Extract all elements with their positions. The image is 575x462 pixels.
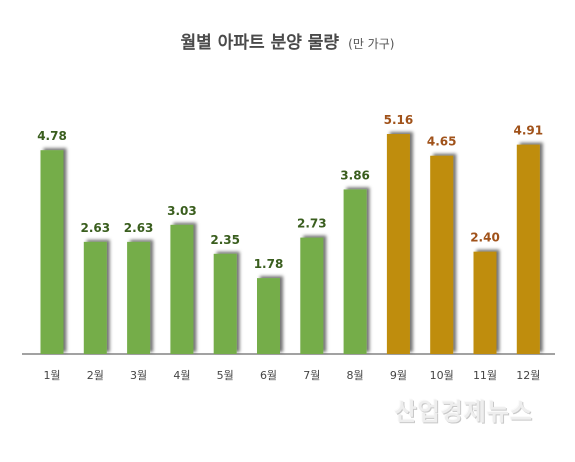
bar-11월	[473, 251, 497, 354]
x-tick-4월: 4월	[173, 369, 190, 382]
x-tick-5월: 5월	[217, 369, 234, 382]
value-label-8월: 3.86	[340, 168, 370, 182]
x-tick-7월: 7월	[303, 369, 320, 382]
x-tick-3월: 3월	[130, 369, 147, 382]
x-tick-12월: 12월	[516, 369, 540, 382]
x-tick-11월: 11월	[473, 369, 497, 382]
bar-12월	[516, 144, 540, 354]
chart-title: 월별 아파트 분양 물량	[180, 33, 340, 53]
value-label-10월: 4.65	[427, 135, 457, 149]
bar-2월	[83, 241, 107, 354]
bar-9월	[386, 134, 410, 354]
value-label-2월: 2.63	[80, 221, 110, 235]
x-tick-8월: 8월	[347, 369, 364, 382]
x-tick-2월: 2월	[87, 369, 104, 382]
value-label-3월: 2.63	[124, 221, 154, 235]
bar-7월	[300, 237, 324, 354]
value-label-11월: 2.40	[470, 231, 500, 245]
bar-4월	[170, 224, 194, 354]
value-label-6월: 1.78	[254, 257, 284, 271]
bar-3월	[127, 241, 151, 354]
chart-title-block: 월별 아파트 분양 물량 (만 가구)	[0, 28, 575, 53]
value-label-1월: 4.78	[37, 129, 67, 143]
bar-10월	[430, 155, 454, 354]
chart-unit: (만 가구)	[348, 37, 395, 51]
value-label-7월: 2.73	[297, 217, 327, 231]
x-tick-6월: 6월	[260, 369, 277, 382]
value-label-12월: 4.91	[513, 124, 543, 138]
x-tick-10월: 10월	[430, 369, 454, 382]
bar-8월	[343, 189, 367, 354]
value-label-5월: 2.35	[210, 233, 240, 247]
value-label-4월: 3.03	[167, 204, 197, 218]
bar-5월	[213, 253, 237, 354]
value-label-9월: 5.16	[384, 113, 414, 127]
x-tick-1월: 1월	[43, 369, 60, 382]
x-tick-9월: 9월	[390, 369, 407, 382]
bar-6월	[257, 278, 280, 354]
watermark-logo: 산업경제뉴스	[394, 398, 533, 426]
bar-1월	[40, 150, 64, 354]
